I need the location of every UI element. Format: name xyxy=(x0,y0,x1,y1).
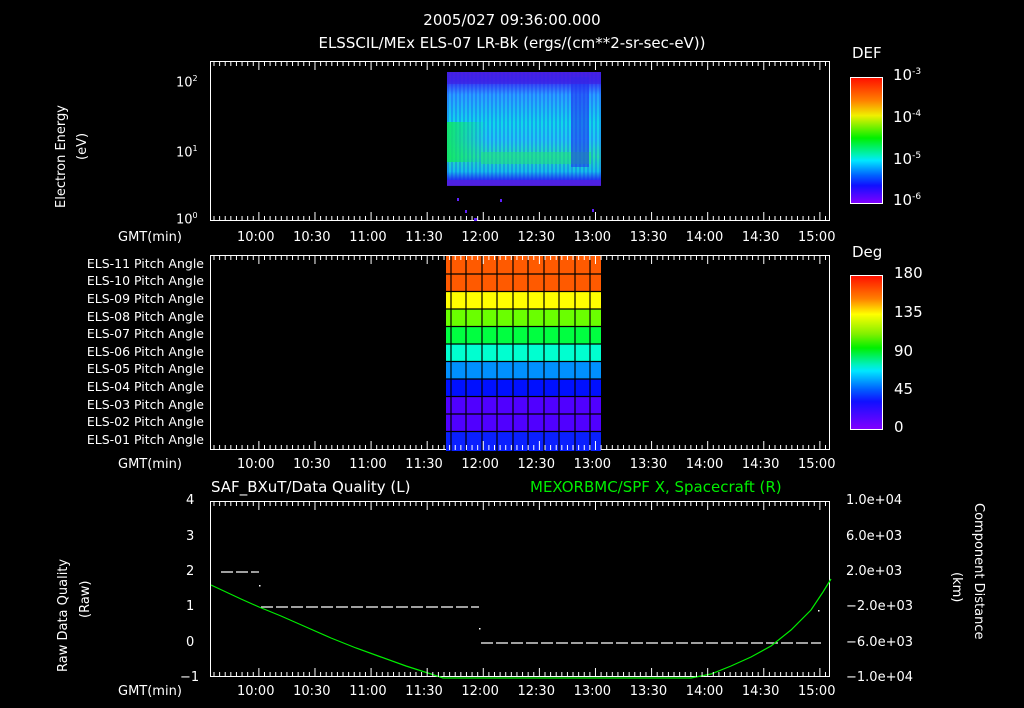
ytick-right: 6.0e+03 xyxy=(846,529,903,544)
def-tick: 10-6 xyxy=(893,191,922,209)
channel-label: ELS-03 Pitch Angle xyxy=(86,397,204,412)
ytick-left: 0 xyxy=(186,635,195,650)
panel3-right-ylabel: Component Distance xyxy=(971,503,986,640)
plot-timestamp: 2005/027 09:36:00.000 xyxy=(423,11,601,29)
channel-label: ELS-06 Pitch Angle xyxy=(86,344,204,359)
xtick: 10:00 xyxy=(237,457,275,472)
xtick: 10:30 xyxy=(293,684,331,699)
deg-tick: 45 xyxy=(894,380,914,398)
ytick-left: −1 xyxy=(180,670,200,685)
def-tick: 10-4 xyxy=(893,108,922,126)
panel3-right-ylabel-unit: (km) xyxy=(949,572,964,603)
xtick: 13:30 xyxy=(629,684,668,699)
xtick: 12:00 xyxy=(461,457,499,472)
xtick: 13:00 xyxy=(573,457,612,472)
xtick: 15:00 xyxy=(798,457,836,472)
ytick-right: 2.0e+03 xyxy=(846,564,903,579)
def-colorbar xyxy=(850,77,883,204)
panel1-ylabel: Electron Energy xyxy=(54,105,69,208)
xtick: 10:00 xyxy=(237,684,275,699)
plot-subtitle: ELSSCIL/MEx ELS-07 LR-Bk (ergs/(cm**2-sr… xyxy=(318,34,706,52)
channel-label: ELS-01 Pitch Angle xyxy=(86,432,204,447)
deg-tick: 180 xyxy=(894,264,923,282)
ytick-right: −2.0e+03 xyxy=(846,599,913,614)
pitch-angle-plot xyxy=(210,255,830,451)
panel3-ylabel: Raw Data Quality xyxy=(56,558,71,672)
xtick: 11:00 xyxy=(349,230,387,245)
channel-label: ELS-04 Pitch Angle xyxy=(86,379,204,394)
ytick-left: 3 xyxy=(186,529,195,544)
panel1-xaxis-label: GMT(min) xyxy=(118,230,182,245)
xtick: 15:00 xyxy=(798,684,836,699)
xtick: 11:30 xyxy=(405,684,443,699)
xtick: 12:30 xyxy=(517,230,555,245)
xtick: 11:30 xyxy=(405,230,443,245)
panel3-left-title: SAF_BXuT/Data Quality (L) xyxy=(211,478,411,496)
panel3-right-title: MEXORBMC/SPF X, Spacecraft (R) xyxy=(530,478,782,496)
deg-colorbar xyxy=(850,275,883,430)
quality-distance-plot xyxy=(210,501,832,679)
channel-label: ELS-09 Pitch Angle xyxy=(86,291,204,306)
xtick: 14:00 xyxy=(685,457,724,472)
quality-distance-graphic xyxy=(210,571,832,679)
def-tick: 10-3 xyxy=(893,66,922,84)
ytick-left: 2 xyxy=(186,564,195,579)
ytick-left: 1 xyxy=(186,599,195,614)
channel-label: ELS-07 Pitch Angle xyxy=(86,326,204,341)
xtick: 12:30 xyxy=(517,684,555,699)
xtick: 14:00 xyxy=(685,230,724,245)
ytick-1e0: 100 xyxy=(176,211,198,228)
def-colorbar-title: DEF xyxy=(852,44,882,62)
xtick: 13:30 xyxy=(629,457,668,472)
xtick: 10:30 xyxy=(293,230,331,245)
channel-label: ELS-08 Pitch Angle xyxy=(86,309,204,324)
ytick-right: 1.0e+04 xyxy=(846,493,903,508)
xtick: 13:30 xyxy=(629,230,668,245)
channel-label: ELS-02 Pitch Angle xyxy=(86,414,204,429)
channel-label: ELS-05 Pitch Angle xyxy=(86,361,204,376)
xtick: 15:00 xyxy=(798,230,836,245)
channel-label: ELS-11 Pitch Angle xyxy=(86,256,204,271)
ytick-left: 4 xyxy=(186,493,195,508)
deg-colorbar-title: Deg xyxy=(852,243,883,261)
xtick: 14:30 xyxy=(741,457,780,472)
pitch-angle-graphic xyxy=(446,256,601,451)
xtick: 13:00 xyxy=(573,684,612,699)
panel1-ylabel-unit: (eV) xyxy=(75,132,90,160)
xtick: 10:30 xyxy=(293,457,331,472)
xtick: 13:00 xyxy=(573,230,612,245)
xtick: 12:30 xyxy=(517,457,555,472)
energy-spectrogram-plot xyxy=(210,61,830,221)
xtick: 11:00 xyxy=(349,684,387,699)
deg-tick: 0 xyxy=(894,418,904,436)
xtick: 11:00 xyxy=(349,457,387,472)
xtick: 12:00 xyxy=(461,684,499,699)
channel-label: ELS-10 Pitch Angle xyxy=(86,273,204,288)
xtick: 12:00 xyxy=(461,230,499,245)
panel3-xaxis-label: GMT(min) xyxy=(118,684,182,699)
xtick: 14:00 xyxy=(685,684,724,699)
xtick: 11:30 xyxy=(405,457,443,472)
xtick: 14:30 xyxy=(741,230,780,245)
ytick-1e1: 101 xyxy=(176,144,198,161)
ytick-1e2: 102 xyxy=(176,74,198,91)
deg-tick: 135 xyxy=(894,303,923,321)
deg-tick: 90 xyxy=(894,342,914,360)
def-tick: 10-5 xyxy=(893,150,922,168)
panel3-ylabel-unit: (Raw) xyxy=(78,580,93,619)
xtick: 14:30 xyxy=(741,684,780,699)
xtick: 10:00 xyxy=(237,230,275,245)
ytick-right: −1.0e+04 xyxy=(846,670,913,685)
energy-spectrogram-graphic xyxy=(447,72,601,221)
ytick-right: −6.0e+03 xyxy=(846,635,913,650)
panel2-xaxis-label: GMT(min) xyxy=(118,457,182,472)
